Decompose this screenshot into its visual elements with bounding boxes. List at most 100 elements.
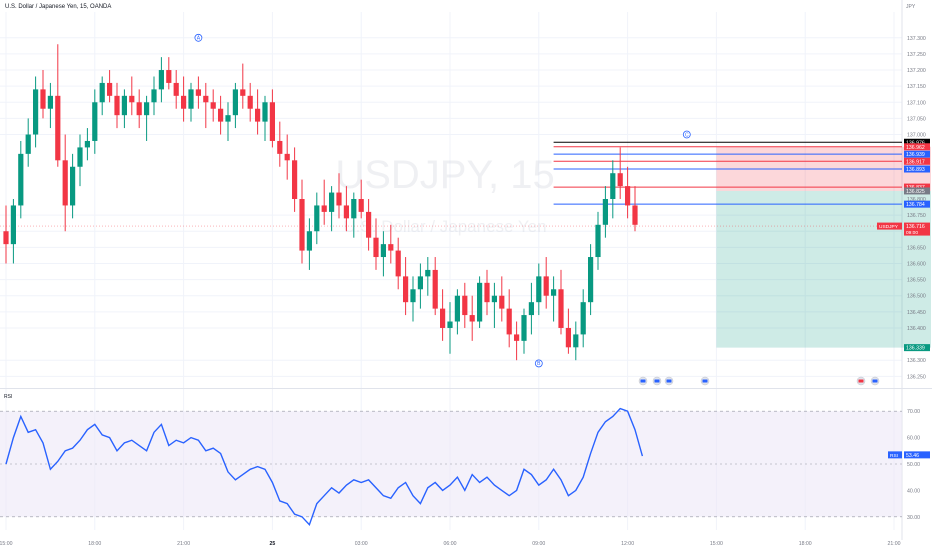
candle-body [55, 95, 61, 161]
time-tick-label: 18:00 [88, 541, 101, 547]
candle [358, 179, 364, 219]
time-tick-label: 21:00 [888, 541, 901, 547]
candle [188, 82, 194, 122]
countdown-text: 09:00 [906, 230, 918, 236]
marker-label: B [537, 361, 541, 367]
price-tick-label: 136.450 [907, 310, 926, 316]
level-badge-bg [904, 183, 930, 191]
candle [380, 231, 386, 277]
candle [417, 263, 423, 309]
candle [506, 289, 512, 348]
level-badge-text: 136.917 [906, 159, 925, 165]
candle-body [99, 82, 105, 103]
candle-body [188, 89, 194, 109]
candle-body [499, 295, 505, 309]
candle [314, 192, 320, 245]
candle-body [10, 205, 16, 245]
level-price-badge: 136.917 [904, 157, 930, 165]
candle-body [225, 115, 231, 122]
candle [536, 263, 542, 316]
candle [277, 121, 283, 167]
candle-body [158, 70, 164, 90]
candle-body [521, 315, 527, 341]
price-tick-label: 136.800 [907, 197, 926, 203]
symbol-badge-text: USDJPY [879, 224, 899, 230]
candle-body [358, 199, 364, 212]
candle-body [632, 205, 638, 225]
price-tick-label: 137.300 [907, 36, 926, 42]
candle [33, 76, 39, 148]
time-tick-label: 15:00 [0, 541, 13, 547]
chart-title: U.S. Dollar / Japanese Yen, 15, OANDA [5, 4, 112, 10]
candle [10, 199, 16, 264]
candle [499, 276, 505, 322]
economic-events[interactable] [638, 376, 880, 386]
candle-body [121, 95, 127, 116]
candle [602, 186, 608, 238]
candle-body [284, 153, 290, 161]
rsi-line [5, 407, 644, 527]
horizontal-levels[interactable] [0, 141, 902, 227]
candle-body [70, 166, 76, 206]
candle-body [469, 315, 475, 322]
candle [181, 76, 187, 122]
rsi-tick-label: 60.00 [907, 436, 920, 442]
candle-body [210, 102, 216, 109]
rsi-tick-label: 30.00 [907, 515, 920, 521]
event-flag-icon [870, 376, 880, 386]
candle [454, 289, 460, 335]
candle [166, 57, 172, 90]
event-flag-stripe [654, 379, 660, 383]
candle-body [588, 257, 594, 303]
candle-body [114, 95, 120, 116]
candle-body [232, 89, 238, 116]
candle [173, 70, 179, 109]
candle [617, 147, 623, 199]
candle [306, 218, 312, 270]
candle-body [247, 95, 253, 109]
candlestick-series [3, 44, 638, 361]
candle [484, 269, 490, 316]
event-flag-icon [652, 376, 662, 386]
price-tick-label: 136.550 [907, 278, 926, 284]
candle-body [144, 102, 150, 116]
price-tick-label: 136.500 [907, 294, 926, 300]
candle-body [625, 186, 631, 206]
candle [129, 76, 135, 116]
candle-body [269, 102, 275, 141]
axes: 137.300 137.250 137.200 137.150 137.100 137.0… [0, 36, 930, 547]
candle [70, 153, 76, 219]
marker-circle [534, 359, 543, 368]
candle [262, 95, 268, 141]
rsi-pane[interactable] [0, 407, 902, 527]
candle-body [77, 147, 83, 167]
candle [514, 321, 520, 361]
candle [225, 102, 231, 141]
candle [336, 173, 342, 219]
candle-body [292, 160, 298, 199]
event-flag-icon [664, 376, 674, 386]
candle-body [558, 289, 564, 328]
candle-body [321, 205, 327, 212]
candle [18, 140, 24, 219]
candle [3, 205, 9, 264]
candle [47, 82, 53, 129]
candle-body [447, 321, 453, 328]
candle [543, 257, 549, 309]
level-price-badge: 136.825 [904, 187, 930, 195]
candle-body [47, 95, 53, 109]
candle-body [410, 289, 416, 303]
rsi-value-text: 53.46 [906, 453, 919, 459]
candle-body [277, 140, 283, 154]
candle [107, 70, 113, 103]
level-badge-bg [904, 143, 930, 151]
level-price-badge: 136.962 [904, 143, 930, 151]
watermark-name: U.S. Dollar / Japanese Yen [343, 217, 546, 236]
event-flag-stripe [858, 379, 864, 383]
long-short-position-tool[interactable] [716, 146, 931, 348]
candle-body [595, 224, 601, 258]
candle [588, 244, 594, 316]
level-badge-bg [904, 187, 930, 195]
